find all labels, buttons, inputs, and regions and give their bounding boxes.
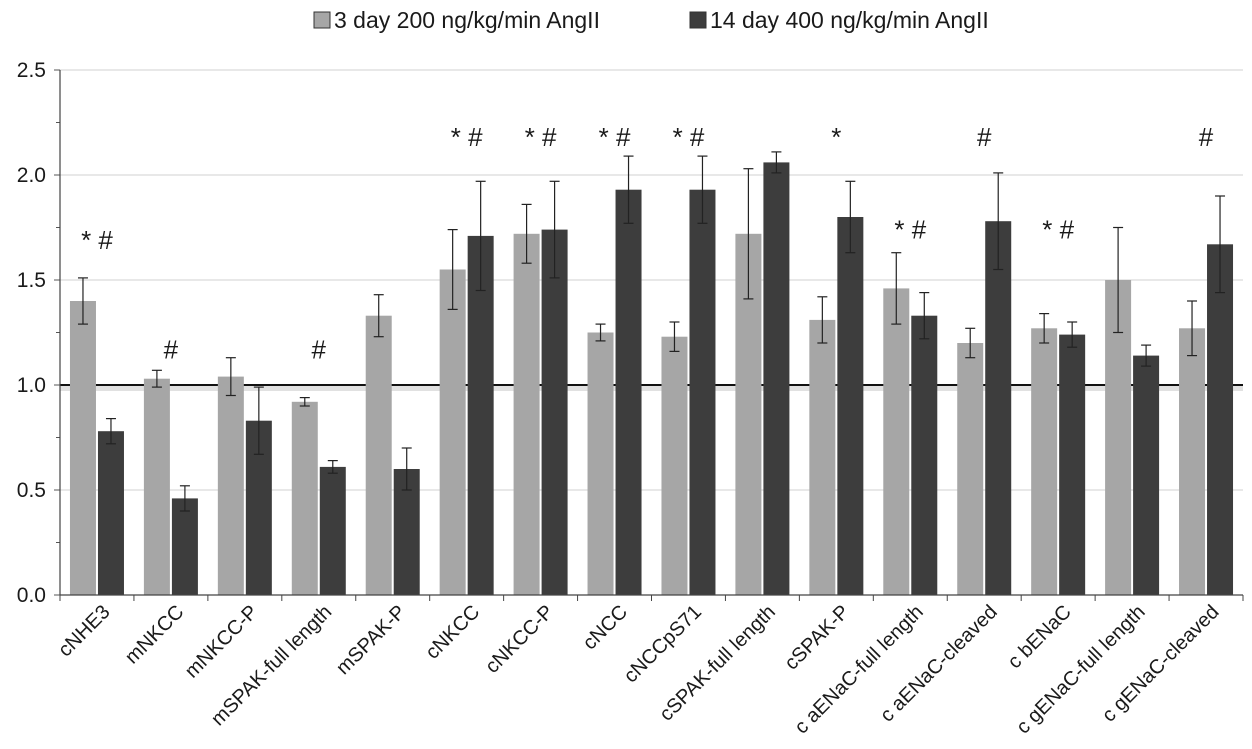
significance-label: * # <box>451 122 483 152</box>
y-tick-label: 2.0 <box>17 164 46 187</box>
y-tick-label: 2.5 <box>17 59 46 82</box>
bars <box>69 162 1234 596</box>
significance-label: * # <box>599 122 631 152</box>
significance-annotations: * # # # * # * # * # * # * * # # * # # <box>81 122 1214 364</box>
bar <box>1133 355 1160 595</box>
significance-label: * <box>831 122 841 152</box>
bar <box>171 498 198 595</box>
significance-label: # <box>1199 122 1214 152</box>
x-tick-label: cNCC <box>579 601 632 654</box>
x-tick-label: c aENaC-full length <box>790 601 927 738</box>
x-tick-label: mSPAK-P <box>332 601 410 679</box>
y-tick-labels: 0.0 0.5 1.0 1.5 2.0 2.5 <box>17 59 46 607</box>
x-tick-label: cNKCC-P <box>481 601 558 678</box>
bar <box>883 288 910 595</box>
bar <box>69 301 96 595</box>
legend: 3 day 200 ng/kg/min AngII 14 day 400 ng/k… <box>313 7 989 33</box>
significance-label: * # <box>673 122 705 152</box>
legend-label: 14 day 400 ng/kg/min AngII <box>710 7 989 33</box>
bar <box>985 221 1012 595</box>
significance-label: * # <box>1042 215 1074 245</box>
bar <box>97 431 124 595</box>
significance-label: * # <box>525 122 557 152</box>
significance-label: # <box>164 334 179 364</box>
x-tick-label: cNKCC <box>421 601 484 664</box>
x-tick-label: cNHE3 <box>54 601 114 661</box>
y-tick-label: 0.5 <box>17 479 46 502</box>
legend-swatch <box>313 11 331 29</box>
bar <box>143 378 170 595</box>
bar <box>541 229 568 595</box>
bar <box>837 217 864 595</box>
reference-line-shadow <box>60 384 1243 391</box>
bar <box>1179 328 1206 595</box>
bar <box>513 233 540 596</box>
bar <box>1059 334 1086 595</box>
bar <box>1031 328 1058 595</box>
bar <box>957 343 984 595</box>
bar <box>615 189 642 595</box>
bar <box>1207 244 1234 596</box>
bar <box>689 189 716 595</box>
significance-label: * # <box>81 225 113 255</box>
significance-label: * # <box>894 215 926 245</box>
bar <box>291 401 318 595</box>
bar <box>319 466 346 595</box>
y-tick-label: 0.0 <box>17 584 46 607</box>
bar <box>911 315 938 595</box>
x-tick-label: cSPAK-P <box>780 601 853 674</box>
axes <box>54 69 1244 601</box>
x-tick-label: c gENaC-full length <box>1012 601 1149 738</box>
error-bars <box>77 151 1226 512</box>
y-tick-label: 1.5 <box>17 269 46 292</box>
x-tick-label: mNKCC <box>121 601 188 668</box>
legend-label: 3 day 200 ng/kg/min AngII <box>334 7 600 33</box>
bar <box>217 376 244 595</box>
significance-label: # <box>312 334 327 364</box>
bar <box>365 315 392 595</box>
bar <box>763 162 790 595</box>
bar <box>661 336 688 595</box>
y-tick-label: 1.0 <box>17 374 46 397</box>
bar <box>587 332 614 595</box>
bar <box>467 235 494 595</box>
bar <box>809 319 836 595</box>
significance-label: # <box>977 122 992 152</box>
x-tick-label: c bENaC <box>1004 601 1076 673</box>
legend-swatch <box>689 11 707 29</box>
bar <box>439 269 466 595</box>
